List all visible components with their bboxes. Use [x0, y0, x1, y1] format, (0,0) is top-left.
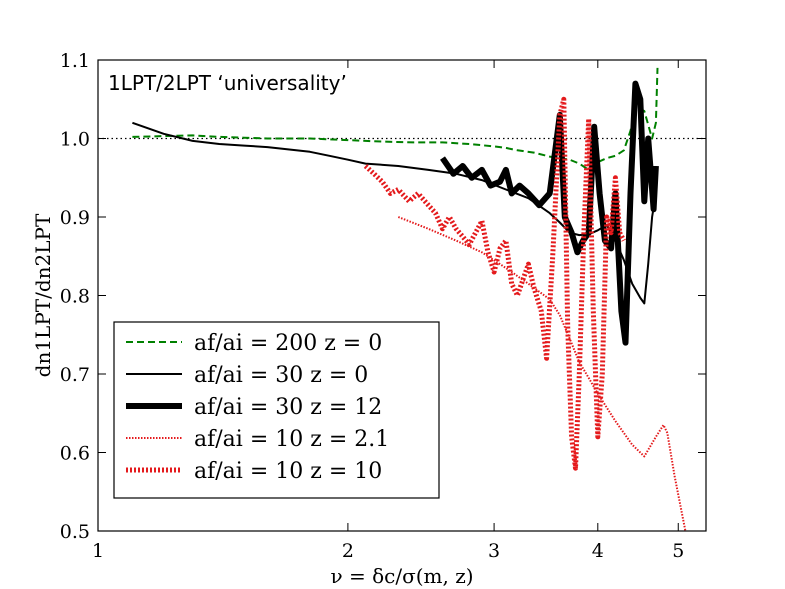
y-tick-label: 1.1 — [60, 50, 90, 72]
legend-label-4: af/ai = 10 z = 2.1 — [194, 427, 389, 452]
y-tick-label: 0.8 — [60, 286, 90, 308]
x-tick-label: 1 — [92, 540, 104, 562]
legend-label-3: af/ai = 30 z = 12 — [194, 395, 382, 420]
x-tick-label: 2 — [342, 540, 354, 562]
x-tick-label: 3 — [488, 540, 500, 562]
legend-label-2: af/ai = 30 z = 0 — [194, 363, 368, 388]
series-group — [132, 67, 687, 532]
legend: af/ai = 200 z = 0 af/ai = 30 z = 0 af/ai =… — [113, 321, 440, 499]
series-line-3 — [440, 80, 659, 346]
legend-box — [113, 321, 440, 499]
legend-label-5: af/ai = 10 z = 10 — [194, 459, 382, 484]
legend-label-1: af/ai = 200 z = 0 — [194, 331, 382, 356]
x-tick-label: 4 — [592, 540, 604, 562]
series-line-1 — [132, 67, 659, 171]
y-tick-label: 0.6 — [60, 443, 90, 465]
series-line-4 — [397, 216, 687, 532]
chart-title: 1LPT/2LPT ‘universality’ — [108, 71, 347, 95]
y-tick-label: 0.7 — [60, 364, 90, 386]
x-axis-label: ν = δc/σ(m, z) — [330, 564, 473, 588]
y-axis-label: dn1LPT/dn2LPT — [31, 213, 55, 377]
tick-group: 1 2 3 4 5 0.5 0.6 0.7 0.8 0.9 1.0 1.1 — [60, 50, 706, 562]
y-tick-label: 0.5 — [60, 521, 90, 543]
series-line-2 — [132, 121, 657, 305]
y-tick-label: 0.9 — [60, 207, 90, 229]
x-tick-label: 5 — [672, 540, 684, 562]
y-tick-label: 1.0 — [60, 129, 90, 151]
